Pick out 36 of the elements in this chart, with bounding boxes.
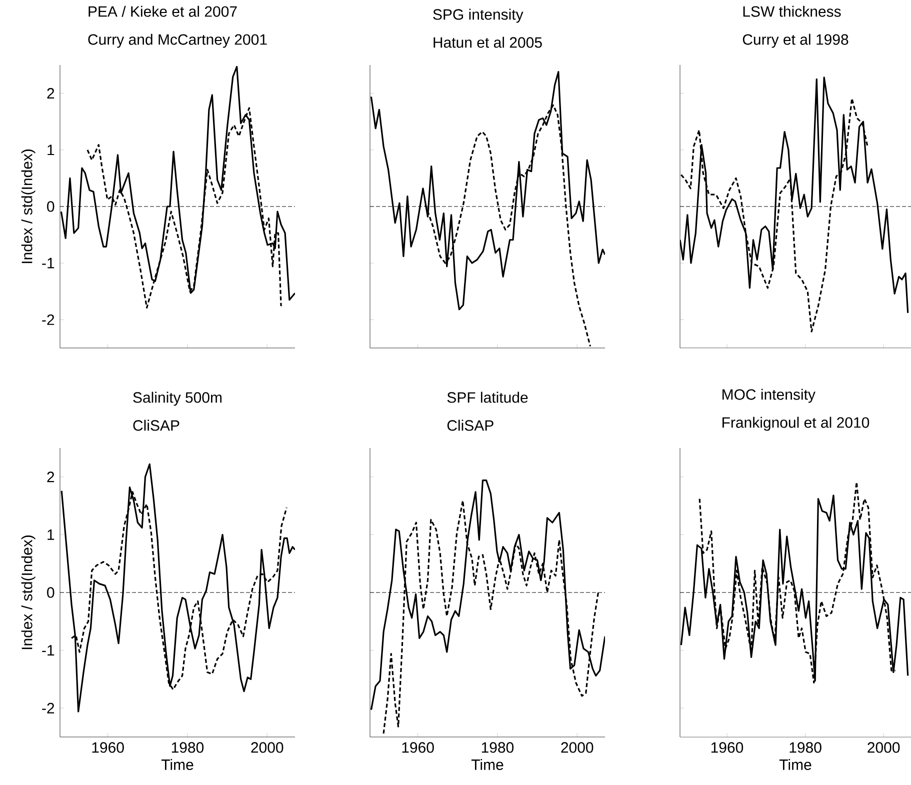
chart-subtitle: CliSAP <box>133 420 180 431</box>
y-axis-title: Index / std(Index) <box>21 149 36 264</box>
y-tick-label: 1 <box>48 144 54 156</box>
y-tick-label: 0 <box>47 201 54 212</box>
chart-title: SPF latitude <box>447 392 528 403</box>
y-tick-label: 2 <box>47 88 54 99</box>
y-tick-label: 2 <box>47 472 54 482</box>
chart-subtitle: Curry and McCartney 2001 <box>88 34 267 48</box>
chart-title: LSW thickness <box>743 6 841 17</box>
chart-title: PEA / Kieke et al 2007 <box>88 6 237 17</box>
chart-title: Salinity 500m <box>133 392 222 406</box>
x-tick-label: 1960 <box>711 742 744 753</box>
x-tick-label: 2000 <box>561 742 594 753</box>
y-tick-label: 0 <box>47 587 54 598</box>
y-tick-label: -2 <box>42 314 54 325</box>
x-tick-label: 1960 <box>402 742 434 753</box>
y-tick-label: -2 <box>42 702 54 714</box>
y-tick-label: -1 <box>42 645 54 656</box>
y-tick-label: 1 <box>48 530 54 540</box>
x-tick-label: 1980 <box>482 742 514 753</box>
x-tick-label: 1960 <box>92 742 124 753</box>
x-tick-label: 1980 <box>790 742 822 753</box>
chart-subtitle: Frankignoul et al 2010 <box>722 416 870 431</box>
y-axis-title: Index / std(Index) <box>21 535 36 650</box>
x-tick-label: 2000 <box>251 742 284 753</box>
x-axis-title: Time <box>779 759 812 770</box>
chart-subtitle: Curry et al 1998 <box>742 34 848 48</box>
x-tick-label: 1980 <box>172 742 204 753</box>
x-axis-title: Time <box>161 759 194 770</box>
x-axis-title: Time <box>471 759 504 770</box>
x-tick-label: 2000 <box>868 742 900 753</box>
chart-subtitle: Hatun et al 2005 <box>434 36 542 48</box>
chart-subtitle: CliSAP <box>447 420 494 431</box>
chart-title: SPG intensity <box>433 8 524 23</box>
chart-title: MOC intensity <box>722 388 816 403</box>
y-tick-label: -1 <box>42 258 54 268</box>
